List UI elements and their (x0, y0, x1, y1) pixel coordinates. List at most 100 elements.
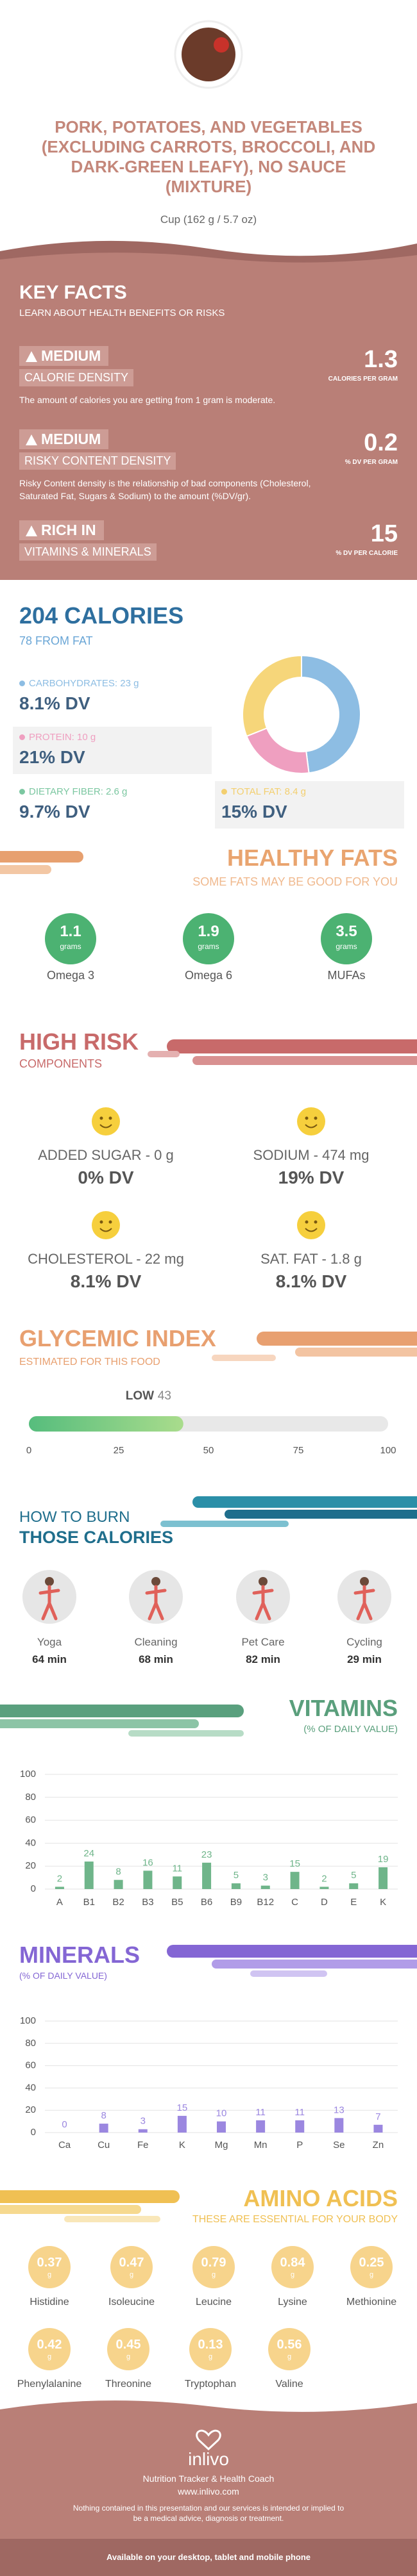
smiley-mouth (305, 1228, 318, 1232)
risk-dv: 8.1% DV (275, 1271, 347, 1291)
x-tick-label: B3 (142, 1897, 153, 1908)
fat-name: MUFAs (327, 969, 366, 982)
activity-time: 82 min (246, 1653, 280, 1665)
amino-value: 0.42 (37, 2338, 62, 2352)
smiley-eye (108, 1220, 112, 1224)
stripe (160, 1521, 289, 1527)
bar (99, 2124, 108, 2133)
fact-unit: % DV PER GRAM (345, 459, 398, 466)
activity-time: 29 min (347, 1653, 382, 1665)
amino-unit: g (290, 2271, 295, 2279)
stripe (192, 1056, 417, 1065)
amino-value: 0.56 (277, 2338, 302, 2352)
value-label: 5 (234, 1870, 239, 1881)
smiley (297, 1211, 325, 1239)
value-label: 3 (263, 1872, 268, 1883)
bar (84, 1862, 94, 1889)
tomato (214, 37, 229, 53)
x-tick-label: 25 (114, 1445, 124, 1456)
fact-label: VITAMINS & MINERALS (19, 543, 157, 561)
smiley (92, 1107, 120, 1135)
fat-value: 1.9 (198, 923, 219, 940)
fat-badge (183, 913, 234, 964)
activity-name: Yoga (37, 1636, 62, 1648)
section-subtitle: THESE ARE ESSENTIAL FOR YOUR BODY (192, 2214, 398, 2225)
value-label: 19 (378, 1854, 389, 1865)
x-tick-label: B2 (112, 1897, 124, 1908)
x-tick-label: 0 (26, 1445, 31, 1456)
smiley (92, 1211, 120, 1239)
bar (143, 1870, 153, 1889)
availability: Available on your desktop, tablet and mo… (106, 2552, 311, 2562)
fat-name: Omega 3 (46, 969, 95, 982)
bar (55, 1887, 64, 1889)
value-label: 10 (216, 2108, 227, 2119)
amino-badge (110, 2246, 153, 2288)
activity-head (151, 1577, 160, 1586)
smiley-eye (314, 1116, 318, 1120)
y-tick-label: 40 (25, 1837, 36, 1848)
x-tick-label: A (56, 1897, 63, 1908)
x-tick-label: D (321, 1897, 328, 1908)
footer-bg (0, 2400, 417, 2576)
donut-segment (301, 654, 361, 774)
activity-figure (353, 1585, 375, 1621)
fat-unit: grams (198, 942, 219, 951)
section-title: KEY FACTS (19, 282, 127, 303)
amino-value: 0.45 (115, 2338, 141, 2352)
stripe (295, 1348, 417, 1357)
y-tick-label: 0 (31, 1883, 36, 1894)
x-tick-label: Se (333, 2140, 345, 2151)
x-tick-label: Mn (254, 2140, 268, 2151)
amino-badge (107, 2328, 149, 2370)
amino-unit: g (47, 2353, 52, 2361)
smiley (297, 1107, 325, 1135)
amino-name: Valine (275, 2379, 303, 2390)
badge-level: MEDIUM (19, 429, 109, 449)
fat-value: 1.1 (60, 923, 81, 940)
x-tick-label: Cu (98, 2140, 110, 2151)
smiley-eye (108, 1116, 112, 1120)
chart-subtitle: (% OF DAILY VALUE) (303, 1724, 398, 1735)
value-label: 8 (101, 2110, 106, 2121)
x-tick-label: K (179, 2140, 185, 2151)
amino-name: Lysine (278, 2297, 307, 2308)
fact-value: 0.2 (364, 429, 398, 456)
bar (379, 1867, 388, 1889)
stripe (225, 1510, 417, 1519)
amino-unit: g (47, 2271, 52, 2279)
x-tick-label: B9 (230, 1897, 242, 1908)
activity-head (360, 1577, 369, 1586)
disclaimer: Nothing contained in this presentation a… (72, 2504, 345, 2523)
value-label: 16 (142, 1857, 153, 1868)
section-title: HIGH RISK (19, 1028, 139, 1055)
amino-value: 0.13 (198, 2338, 223, 2352)
gauge-value: 43 (157, 1389, 171, 1403)
brand: inlivo (188, 2449, 229, 2469)
smiley-eye (305, 1220, 309, 1224)
amino-unit: g (369, 2271, 374, 2279)
tagline: Nutrition Tracker & Health Coach (142, 2473, 275, 2484)
footer-band (0, 2539, 417, 2576)
amino-name: Tryptophan (184, 2379, 237, 2390)
amino-badge (28, 2328, 71, 2370)
section-subtitle: SOME FATS MAY BE GOOD FOR YOU (192, 875, 398, 888)
gauge-fill (29, 1416, 183, 1432)
activity-time: 68 min (139, 1653, 173, 1665)
serving: Cup (162 g / 5.7 oz) (160, 213, 257, 226)
x-tick-label: B6 (201, 1897, 212, 1908)
stripe (0, 2205, 141, 2214)
fat-unit: grams (60, 942, 81, 951)
y-tick-label: 20 (25, 2104, 36, 2115)
y-tick-label: 80 (25, 1792, 36, 1803)
fact-description: Risky Content density is the relationshi… (19, 478, 311, 501)
y-tick-label: 80 (25, 2038, 36, 2049)
x-tick-label: B5 (171, 1897, 183, 1908)
y-tick-label: 100 (20, 1769, 36, 1779)
section-title: AMINO ACIDS (243, 2185, 398, 2211)
chart-subtitle: (% OF DAILY VALUE) (19, 1970, 107, 1981)
risk-dv: 19% DV (278, 1168, 345, 1187)
value-label: 15 (177, 2102, 188, 2113)
